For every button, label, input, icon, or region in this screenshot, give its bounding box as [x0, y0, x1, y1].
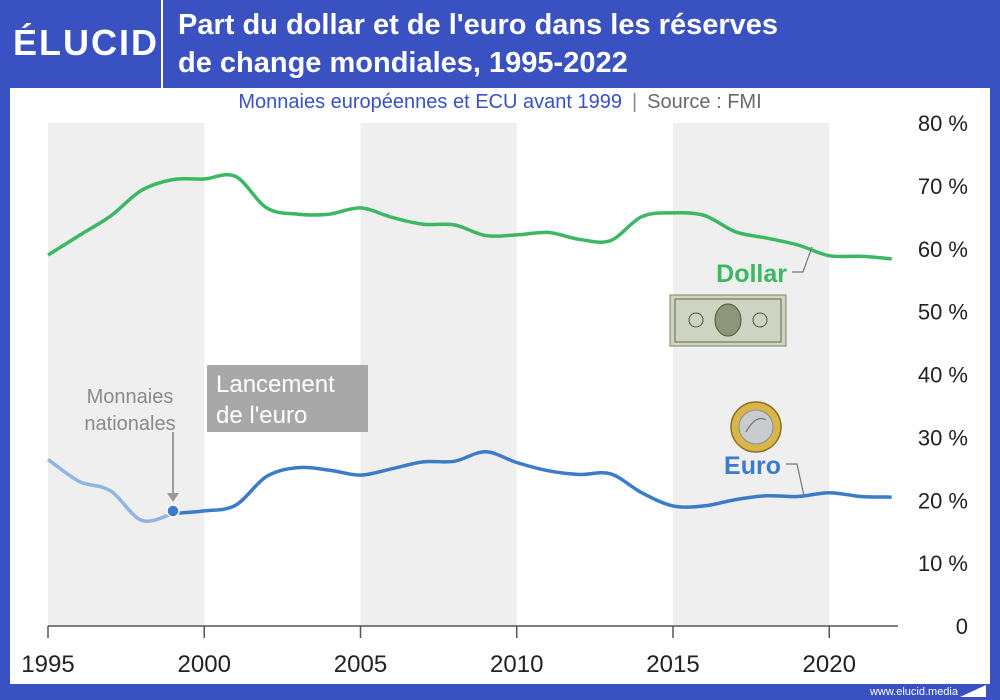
x-tick-label: 2005	[334, 651, 387, 678]
launch-annotation-box	[207, 365, 368, 432]
euro-coin-map	[745, 417, 767, 433]
x-tick-label: 1995	[21, 651, 74, 678]
y-tick-label: 20 %	[918, 488, 968, 513]
dollar-banknote-seal	[688, 312, 704, 328]
dollar-series-label: Dollar	[716, 260, 787, 288]
y-tick-label: 60 %	[918, 237, 968, 262]
year-bands	[48, 123, 830, 626]
national-currencies-label: Monnaies	[87, 386, 174, 408]
year-band-1995	[48, 123, 205, 626]
x-tick-label: 2000	[178, 651, 231, 678]
y-axis-ticks: 0 10 % 20 % 30 % 40 % 50 % 60 % 70 % 80 %	[918, 111, 968, 639]
y-tick-label: 10 %	[918, 551, 968, 576]
x-tick-label: 2020	[803, 651, 856, 678]
y-tick-label: 0	[956, 614, 968, 639]
series-line-dollar	[47, 172, 892, 261]
dollar-banknote-portrait	[714, 303, 742, 337]
footer-url[interactable]: www.elucid.media	[869, 686, 958, 698]
series-line-monnaies-nationales	[46, 457, 174, 523]
annotations: Lancement de l'euro Monnaies nationales Doll…	[84, 246, 813, 518]
y-tick-label: 40 %	[918, 363, 968, 388]
subtitle-separator: |	[631, 91, 638, 113]
series-line-euro	[172, 450, 892, 516]
title-line-2: de change mondiales, 1995-2022	[178, 47, 628, 79]
national-currencies-label: nationales	[84, 413, 175, 435]
subtitle-row: Monnaies européennes et ECU avant 1999 | S…	[0, 90, 1000, 114]
dollar-banknote-seal	[752, 312, 768, 328]
y-tick-label: 70 %	[918, 174, 968, 199]
subtitle: Monnaies européennes et ECU avant 1999	[238, 91, 622, 113]
y-tick-label: 80 %	[918, 111, 968, 136]
elucid-logo[interactable]: ÉLUCID	[13, 22, 159, 63]
launch-point-marker	[166, 504, 180, 518]
launch-arrow-icon	[167, 492, 179, 502]
y-tick-label: 30 %	[918, 425, 968, 450]
x-axis: 1995 2000 2005 2010 2015 2020	[21, 625, 898, 678]
header-bar: ÉLUCID Part du dollar et de l'euro dans …	[0, 0, 1000, 88]
euro-series-label: Euro	[724, 452, 781, 480]
x-tick-label: 2010	[490, 651, 543, 678]
dollar-banknote-border	[674, 298, 782, 343]
euro-label-leader	[786, 463, 805, 496]
elucid-mark-icon	[960, 685, 986, 697]
source-note: Source : FMI	[647, 91, 762, 113]
launch-annotation-text: Lancement	[216, 371, 335, 398]
dollar-label-leader	[792, 246, 813, 273]
y-tick-label: 50 %	[918, 300, 968, 325]
launch-annotation-text: de l'euro	[216, 402, 307, 429]
title-line-1: Part du dollar et de l'euro dans les rés…	[178, 9, 779, 41]
year-band-2015	[673, 123, 830, 626]
euro-coin-center	[738, 409, 774, 445]
series-lines	[46, 172, 892, 523]
header-divider	[161, 0, 163, 88]
x-tick-label: 2015	[646, 651, 699, 678]
chart-title: Part du dollar et de l'euro dans les rés…	[178, 6, 988, 82]
year-band-2005	[360, 123, 517, 626]
